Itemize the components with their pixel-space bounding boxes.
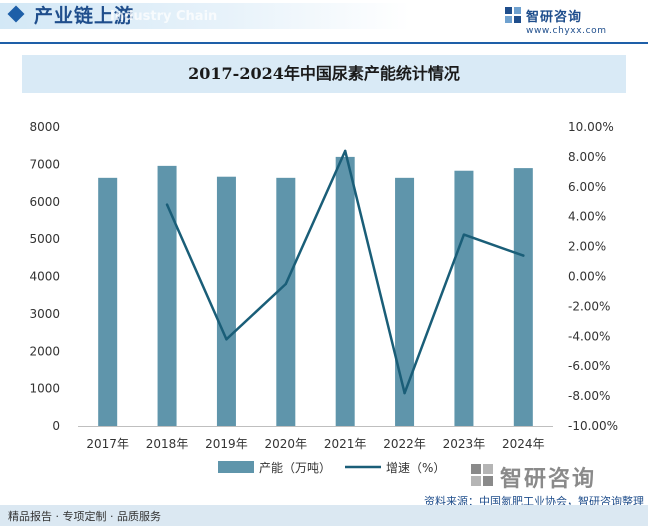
y-right-tick-label: 4.00% [568,210,606,224]
y-right-tick-label: -6.00% [568,359,610,373]
x-tick-label: 2018年 [146,437,189,451]
brand-logo-top: 智研咨询 www.chyxx.com [504,4,634,40]
y-right-tick-label: 10.00% [568,120,614,134]
legend-bar-label: 产能（万吨） [259,461,331,475]
y-right-tick-label: -2.00% [568,299,610,313]
footer-bar: 精品报告 · 专项定制 · 品质服务 [0,505,648,526]
y-right-tick-label: 8.00% [568,150,606,164]
line-point [225,338,228,341]
chart-title-box: 2017-2024年中国尿素产能统计情况 [22,55,626,93]
y-right-tick-label: 2.00% [568,240,606,254]
y-right-tick-label: 0.00% [568,270,606,284]
chart-title: 2017-2024年中国尿素产能统计情况 [188,64,460,83]
brand-name-bottom: 智研咨询 [500,467,597,492]
y-left-tick-label: 2000 [29,344,60,358]
y-left-tick-label: 3000 [29,307,60,321]
line-point [343,149,347,153]
x-tick-label: 2022年 [383,437,426,451]
y-right-tick-label: -4.00% [568,329,610,343]
brand-url: www.chyxx.com [526,26,607,36]
brand-logo-icon [505,7,521,23]
brand-name-top: 智研咨询 [526,10,583,25]
line-point [403,391,406,395]
data-source: 资料来源：中国氮肥工业协会，智研咨询整理 [424,495,644,508]
line-point [165,203,169,206]
line-point [462,233,466,236]
x-tick-label: 2020年 [265,437,308,451]
bar [335,156,355,426]
bar [216,176,236,426]
line-point [522,254,525,257]
x-tick-label: 2023年 [443,437,486,451]
header-divider [0,42,648,44]
footer-slogan: 精品报告 · 专项定制 · 品质服务 [8,510,161,523]
brand-logo-icon [471,464,493,486]
y-left-tick-label: 4000 [29,270,60,284]
bar [454,170,474,426]
bar [157,165,177,426]
y-left-tick-label: 8000 [29,120,60,134]
y-left-tick-label: 7000 [29,157,60,171]
bar [513,168,533,427]
y-left-tick-label: 0 [52,419,60,433]
x-tick-label: 2019年 [205,437,248,451]
bar [98,177,118,426]
x-tick-label: 2024年 [502,437,545,451]
brand-logo-bottom: 智研咨询 [470,460,640,492]
header-ghost-text: Industry Chain [110,9,218,24]
y-left-tick-label: 6000 [29,195,60,209]
bar [276,177,296,426]
x-tick-label: 2017年 [86,437,129,451]
y-right-tick-label: -8.00% [568,389,610,403]
line-point [284,282,288,286]
bar [395,177,415,426]
legend-line-label: 增速（%） [386,461,445,475]
y-right-tick-label: 6.00% [568,180,606,194]
x-tick-label: 2021年 [324,437,367,451]
y-left-tick-label: 1000 [29,382,60,396]
section-title: 产业链上游 [34,5,135,27]
legend-bar-swatch [218,461,254,473]
y-right-tick-label: -10.00% [568,419,618,433]
page-header: 产业链上游 Industry Chain 智研咨询 www.chyxx.com [0,0,648,44]
header-band [0,3,410,29]
y-left-tick-label: 5000 [29,232,60,246]
